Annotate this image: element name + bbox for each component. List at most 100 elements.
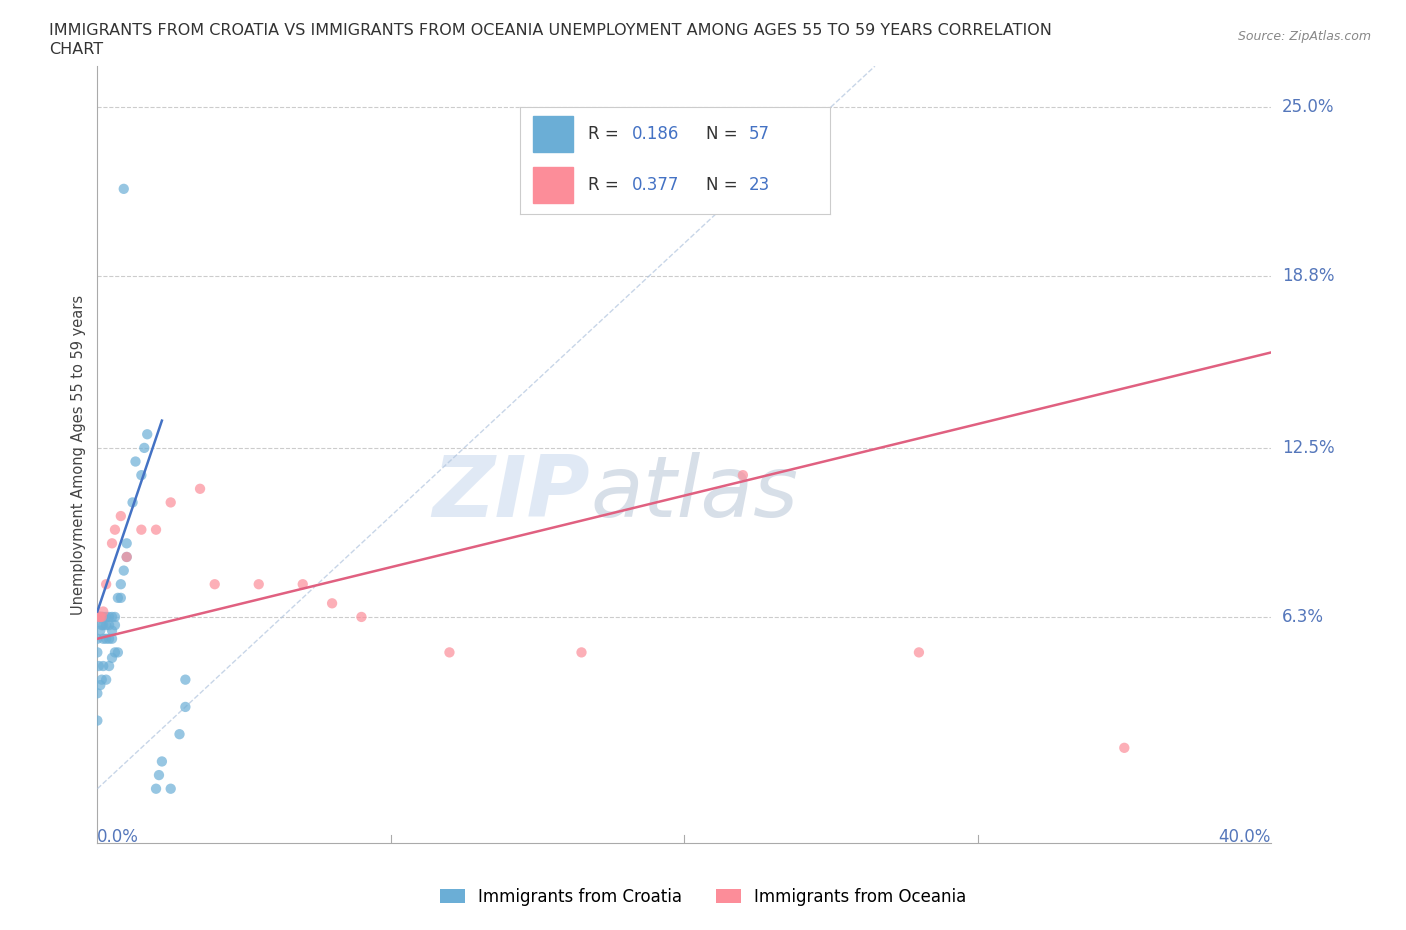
- Point: [89, 678, 111, 693]
- Point: [121, 495, 143, 510]
- Point: [110, 591, 132, 605]
- Point: [159, 495, 181, 510]
- Point: [91, 658, 114, 673]
- Text: N =: N =: [706, 125, 742, 142]
- Point: [731, 468, 754, 483]
- Point: [98, 609, 121, 624]
- Point: [89, 609, 111, 624]
- Point: [110, 577, 132, 591]
- Point: [104, 618, 127, 632]
- Point: [571, 644, 593, 659]
- Point: [439, 644, 461, 659]
- Point: [87, 609, 110, 624]
- Point: [101, 650, 124, 665]
- Text: 18.8%: 18.8%: [1282, 267, 1334, 286]
- Point: [91, 631, 114, 646]
- Bar: [533, 115, 572, 152]
- Point: [174, 699, 197, 714]
- Point: [115, 550, 138, 565]
- Text: 40.0%: 40.0%: [1219, 828, 1271, 845]
- Point: [145, 523, 167, 538]
- Point: [98, 618, 121, 632]
- Point: [104, 644, 127, 659]
- Point: [145, 781, 167, 796]
- Point: [107, 591, 129, 605]
- Point: [101, 623, 124, 638]
- Point: [115, 536, 138, 551]
- Point: [86, 644, 108, 659]
- Y-axis label: Unemployment Among Ages 55 to 59 years: Unemployment Among Ages 55 to 59 years: [72, 295, 86, 615]
- Point: [86, 609, 108, 624]
- Point: [124, 454, 146, 469]
- Point: [101, 536, 124, 551]
- Point: [169, 726, 191, 741]
- Point: [107, 644, 129, 659]
- Point: [159, 781, 181, 796]
- Point: [90, 618, 112, 632]
- Point: [91, 618, 114, 632]
- Text: ZIP: ZIP: [433, 452, 591, 535]
- Point: [131, 468, 153, 483]
- Point: [86, 631, 108, 646]
- Point: [247, 577, 270, 591]
- Point: [96, 618, 118, 632]
- Text: atlas: atlas: [591, 452, 799, 535]
- Legend: Immigrants from Croatia, Immigrants from Oceania: Immigrants from Croatia, Immigrants from…: [433, 881, 973, 912]
- Point: [134, 441, 156, 456]
- Text: 23: 23: [749, 176, 770, 194]
- Point: [91, 604, 114, 619]
- Point: [104, 609, 127, 624]
- Point: [908, 644, 931, 659]
- Point: [90, 609, 112, 624]
- Point: [96, 577, 118, 591]
- Point: [96, 609, 118, 624]
- Point: [98, 631, 121, 646]
- Point: [86, 609, 108, 624]
- Point: [89, 609, 111, 624]
- Point: [90, 609, 112, 624]
- Point: [87, 609, 110, 624]
- Point: [174, 672, 197, 687]
- Point: [204, 577, 226, 591]
- Point: [91, 609, 114, 624]
- Text: 6.3%: 6.3%: [1282, 608, 1324, 626]
- Point: [110, 509, 132, 524]
- Point: [1114, 740, 1136, 755]
- Text: N =: N =: [706, 176, 742, 194]
- Point: [89, 609, 111, 624]
- Text: 12.5%: 12.5%: [1282, 439, 1334, 457]
- Point: [104, 523, 127, 538]
- Point: [87, 609, 110, 624]
- Point: [96, 672, 118, 687]
- Point: [86, 713, 108, 728]
- Point: [321, 596, 343, 611]
- Point: [101, 631, 124, 646]
- Point: [90, 672, 112, 687]
- Text: 25.0%: 25.0%: [1282, 98, 1334, 116]
- Text: IMMIGRANTS FROM CROATIA VS IMMIGRANTS FROM OCEANIA UNEMPLOYMENT AMONG AGES 55 TO: IMMIGRANTS FROM CROATIA VS IMMIGRANTS FR…: [49, 23, 1052, 38]
- Text: 0.0%: 0.0%: [97, 828, 139, 845]
- Text: 0.186: 0.186: [631, 125, 679, 142]
- Point: [291, 577, 314, 591]
- Text: CHART: CHART: [49, 42, 103, 57]
- Text: R =: R =: [588, 176, 624, 194]
- Point: [131, 523, 153, 538]
- Point: [136, 427, 159, 442]
- Point: [89, 623, 111, 638]
- Text: 57: 57: [749, 125, 770, 142]
- Text: 0.377: 0.377: [631, 176, 679, 194]
- Point: [87, 658, 110, 673]
- Text: R =: R =: [588, 125, 624, 142]
- Point: [96, 631, 118, 646]
- Point: [150, 754, 173, 769]
- Point: [112, 181, 135, 196]
- Point: [86, 609, 108, 624]
- Point: [188, 482, 211, 497]
- Bar: [533, 166, 572, 204]
- Point: [148, 767, 170, 782]
- Text: Source: ZipAtlas.com: Source: ZipAtlas.com: [1237, 30, 1371, 43]
- Point: [98, 658, 121, 673]
- Point: [112, 564, 135, 578]
- Point: [86, 685, 108, 700]
- Point: [101, 609, 124, 624]
